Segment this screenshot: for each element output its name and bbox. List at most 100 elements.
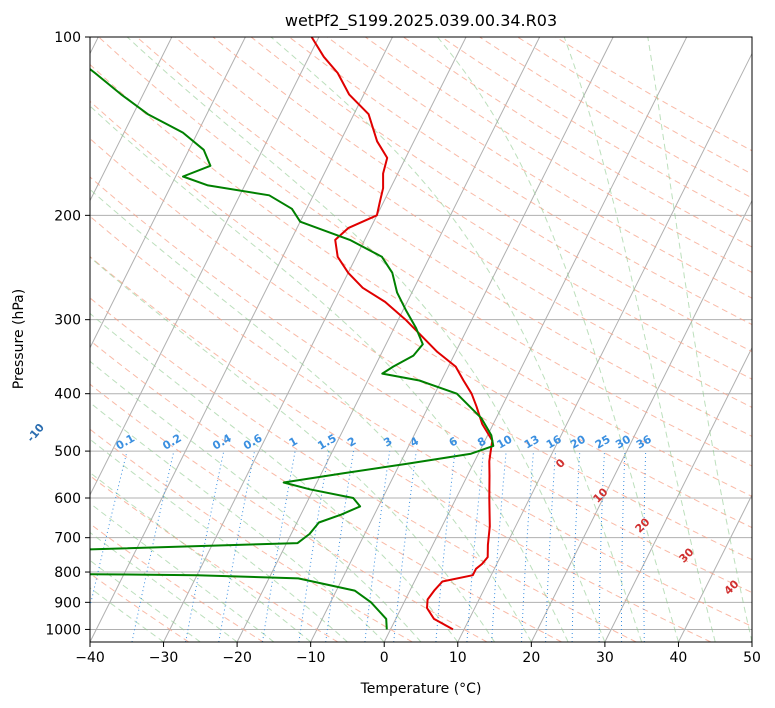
isotherm-line bbox=[383, 37, 688, 642]
reference-lines bbox=[90, 37, 752, 642]
mixing-ratio-label: 36 bbox=[634, 432, 654, 451]
dry-adiabat-line bbox=[365, 37, 752, 273]
mixing-ratio-label: 10 bbox=[495, 432, 515, 451]
plot-frame bbox=[89, 36, 753, 643]
x-axis-title: Temperature (°C) bbox=[360, 681, 482, 697]
y-tick-label: 400 bbox=[54, 387, 81, 403]
mixing-ratio-label: 0.6 bbox=[241, 431, 265, 452]
moist-adiabat-label: 0 bbox=[553, 456, 568, 471]
dry-adiabat-line bbox=[403, 37, 752, 248]
mixing-ratio-label: 0.1 bbox=[114, 432, 137, 453]
dry-adiabat-line bbox=[90, 475, 339, 642]
isotherm-line bbox=[604, 346, 752, 642]
dry-adiabat-line bbox=[90, 523, 264, 642]
mixing-ratio-line bbox=[218, 451, 255, 642]
dry-adiabat-line bbox=[90, 339, 562, 642]
mixing-ratio-label: 1 bbox=[287, 435, 300, 450]
isotherm-line bbox=[530, 199, 752, 642]
reference-labels: 0.10.20.40.611.52346810131620253036-100-… bbox=[24, 421, 742, 598]
moist-adiabat-line bbox=[90, 502, 275, 642]
isotherm-line bbox=[163, 37, 467, 642]
dry-adiabat-line bbox=[250, 37, 752, 353]
moist-adiabat-line bbox=[90, 188, 532, 642]
isotherm-line bbox=[457, 52, 752, 642]
moist-adiabat-label: 30 bbox=[677, 545, 697, 565]
sounding-line bbox=[310, 37, 494, 631]
mixing-ratio-line bbox=[598, 451, 605, 642]
mixing-ratio-line bbox=[393, 451, 417, 642]
y-tick-label: 200 bbox=[54, 208, 81, 224]
moist-adiabat-line bbox=[90, 402, 385, 642]
dry-adiabat-line bbox=[98, 37, 752, 467]
mixing-ratio-label: 3 bbox=[381, 435, 394, 450]
mixing-ratio-line bbox=[131, 450, 175, 642]
mixing-ratio-line bbox=[435, 451, 456, 642]
x-tick-label: 10 bbox=[449, 650, 467, 666]
dry-adiabat-line bbox=[90, 255, 712, 642]
mixing-ratio-line bbox=[466, 451, 484, 642]
x-tick-label: −10 bbox=[296, 650, 326, 666]
mixing-ratio-label: 30 bbox=[613, 432, 633, 451]
moist-adiabat-line bbox=[90, 360, 422, 642]
moist-adiabat-line bbox=[270, 37, 643, 642]
mixing-ratio-label: 1.5 bbox=[315, 432, 338, 453]
mixing-ratio-line bbox=[491, 451, 507, 642]
sounding-profiles bbox=[90, 37, 495, 631]
isotherm-line bbox=[90, 37, 320, 497]
y-tick-label: 700 bbox=[54, 531, 81, 547]
mixing-ratio-line bbox=[90, 450, 128, 609]
dry-adiabat-line bbox=[288, 37, 752, 326]
x-tick-label: −20 bbox=[222, 650, 252, 666]
x-tick-label: 40 bbox=[670, 650, 688, 666]
dry-adiabat-line bbox=[326, 37, 752, 299]
isotherm-line bbox=[236, 37, 541, 642]
dry-adiabat-line bbox=[90, 572, 189, 642]
moist-adiabat-line bbox=[647, 37, 752, 642]
dry-adiabat-line bbox=[90, 176, 752, 594]
y-tick-label: 300 bbox=[54, 313, 81, 329]
moist-adiabat-line bbox=[90, 587, 164, 642]
x-tick-label: 30 bbox=[596, 650, 614, 666]
y-tick-label: 800 bbox=[54, 565, 81, 581]
isotherm-line bbox=[751, 640, 752, 642]
mixing-ratio-label: 0.2 bbox=[160, 432, 183, 453]
dry-adiabat-label: -10 bbox=[24, 421, 47, 445]
dry-adiabat-line bbox=[90, 215, 752, 628]
moist-adiabat-line bbox=[563, 37, 716, 642]
x-tick-label: 50 bbox=[743, 650, 761, 666]
y-tick-label: 900 bbox=[54, 595, 81, 611]
sounding-line bbox=[90, 67, 495, 630]
mixing-ratio-label: 2 bbox=[345, 435, 358, 450]
moist-adiabat-line bbox=[90, 438, 348, 642]
mixing-ratio-label: 4 bbox=[408, 434, 421, 449]
x-tick-label: 20 bbox=[522, 650, 540, 666]
mixing-ratio-label: 0.4 bbox=[210, 431, 234, 452]
mixing-ratio-line bbox=[621, 451, 626, 642]
y-axis-title: Pressure (hPa) bbox=[11, 289, 27, 389]
moist-adiabat-line bbox=[126, 37, 606, 642]
moist-adiabat-label: 20 bbox=[633, 515, 653, 535]
mixing-ratio-line bbox=[643, 451, 647, 642]
plot-grid bbox=[90, 37, 752, 642]
dry-adiabat-line bbox=[555, 37, 752, 152]
moist-adiabat-line bbox=[90, 559, 201, 642]
mixing-ratio-line bbox=[325, 451, 354, 642]
axis-ticks: −40 −30 −20 −10 0 10 20 30 40 5010009008007006005… bbox=[45, 30, 761, 666]
y-tick-label: 500 bbox=[54, 444, 81, 460]
moist-adiabat-line bbox=[90, 312, 459, 642]
dry-adiabat-line bbox=[441, 37, 752, 223]
x-tick-label: −30 bbox=[149, 650, 179, 666]
mixing-ratio-line bbox=[364, 451, 391, 642]
moist-adiabat-line bbox=[90, 105, 569, 642]
isotherm-line bbox=[90, 37, 393, 642]
x-tick-label: −40 bbox=[75, 650, 105, 666]
isotherm-line bbox=[90, 37, 246, 349]
x-tick-label: 0 bbox=[380, 650, 389, 666]
y-tick-label: 100 bbox=[54, 30, 81, 46]
chart-title: wetPf2_S199.2025.039.00.34.R03 bbox=[285, 11, 557, 31]
dry-adiabat-line bbox=[517, 37, 752, 175]
dry-adiabat-line bbox=[90, 100, 752, 529]
isotherm-line bbox=[90, 37, 173, 202]
isotherm-line bbox=[677, 493, 752, 642]
